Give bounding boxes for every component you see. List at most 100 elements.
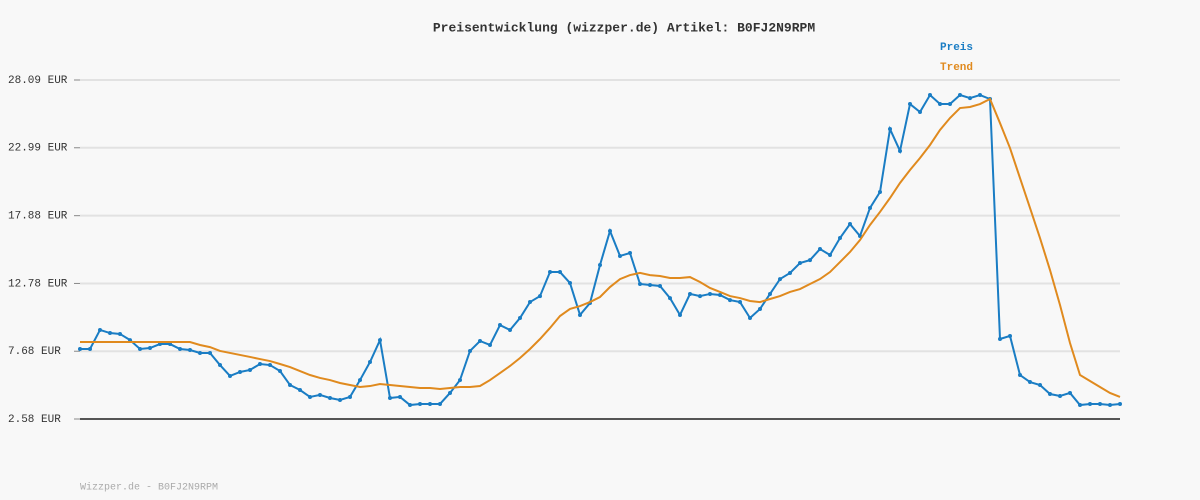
point xyxy=(968,96,972,101)
point xyxy=(678,312,682,317)
point xyxy=(1098,401,1102,406)
point xyxy=(798,260,802,265)
point xyxy=(1028,380,1032,385)
point xyxy=(578,312,582,317)
point xyxy=(658,283,662,288)
point xyxy=(748,316,752,321)
legend-entry: Preis xyxy=(940,42,973,54)
point xyxy=(328,396,332,401)
point xyxy=(928,93,932,98)
footer: Wizzper.de - B0FJ2N9RPM xyxy=(80,482,218,494)
point xyxy=(348,394,352,399)
point xyxy=(1108,403,1112,408)
point xyxy=(668,296,672,301)
point xyxy=(848,222,852,227)
point xyxy=(738,300,742,305)
point xyxy=(778,277,782,282)
point xyxy=(118,331,122,336)
point xyxy=(808,258,812,263)
y-tick-label: 7.68 EUR xyxy=(8,346,61,358)
legend-entry: Trend xyxy=(940,62,973,74)
point xyxy=(228,373,232,378)
point xyxy=(268,363,272,368)
point xyxy=(338,397,342,402)
point xyxy=(108,331,112,336)
point xyxy=(428,401,432,406)
point xyxy=(418,401,422,406)
point xyxy=(648,283,652,288)
point xyxy=(828,253,832,258)
point xyxy=(978,93,982,98)
point xyxy=(298,388,302,393)
point xyxy=(188,348,192,353)
y-tick-label: 17.88 EUR xyxy=(8,211,68,223)
point xyxy=(468,348,472,353)
point xyxy=(398,394,402,399)
point xyxy=(898,148,902,153)
point xyxy=(628,251,632,256)
point xyxy=(538,294,542,299)
point xyxy=(148,346,152,351)
point xyxy=(248,367,252,372)
point xyxy=(958,93,962,98)
point xyxy=(1078,403,1082,408)
point xyxy=(178,346,182,351)
point xyxy=(448,390,452,395)
point xyxy=(948,102,952,107)
point xyxy=(818,247,822,252)
point xyxy=(868,205,872,210)
point xyxy=(918,110,922,115)
point xyxy=(218,363,222,368)
point xyxy=(138,346,142,351)
point xyxy=(698,294,702,299)
point xyxy=(358,378,362,383)
point xyxy=(1118,401,1122,406)
point xyxy=(618,253,622,258)
point xyxy=(718,293,722,298)
point xyxy=(528,300,532,305)
point xyxy=(488,342,492,347)
point xyxy=(508,327,512,332)
point xyxy=(1058,394,1062,399)
point xyxy=(438,401,442,406)
point xyxy=(638,281,642,286)
point xyxy=(498,323,502,328)
point xyxy=(548,270,552,275)
point xyxy=(758,306,762,311)
point xyxy=(98,327,102,332)
point xyxy=(88,346,92,351)
point xyxy=(288,382,292,387)
point xyxy=(1088,401,1092,406)
point xyxy=(1068,390,1072,395)
point xyxy=(598,262,602,267)
point xyxy=(1008,333,1012,338)
point xyxy=(788,270,792,275)
point xyxy=(308,394,312,399)
point xyxy=(458,378,462,383)
point xyxy=(238,369,242,374)
point xyxy=(708,291,712,296)
point xyxy=(388,396,392,401)
point xyxy=(568,281,572,286)
point xyxy=(1048,392,1052,397)
point xyxy=(938,102,942,107)
point xyxy=(878,190,882,195)
line-1 xyxy=(80,97,1121,398)
point xyxy=(368,359,372,364)
point xyxy=(198,350,202,355)
point xyxy=(278,369,282,374)
point xyxy=(408,403,412,408)
point xyxy=(208,350,212,355)
point xyxy=(768,291,772,296)
y-tick-label: 12.78 EUR xyxy=(8,278,68,290)
point xyxy=(558,270,562,275)
point xyxy=(998,337,1002,342)
point xyxy=(728,298,732,303)
point xyxy=(478,338,482,343)
point xyxy=(888,127,892,132)
point xyxy=(908,102,912,107)
point xyxy=(258,361,262,366)
y-tick-label: 2.58 EUR xyxy=(8,414,61,426)
